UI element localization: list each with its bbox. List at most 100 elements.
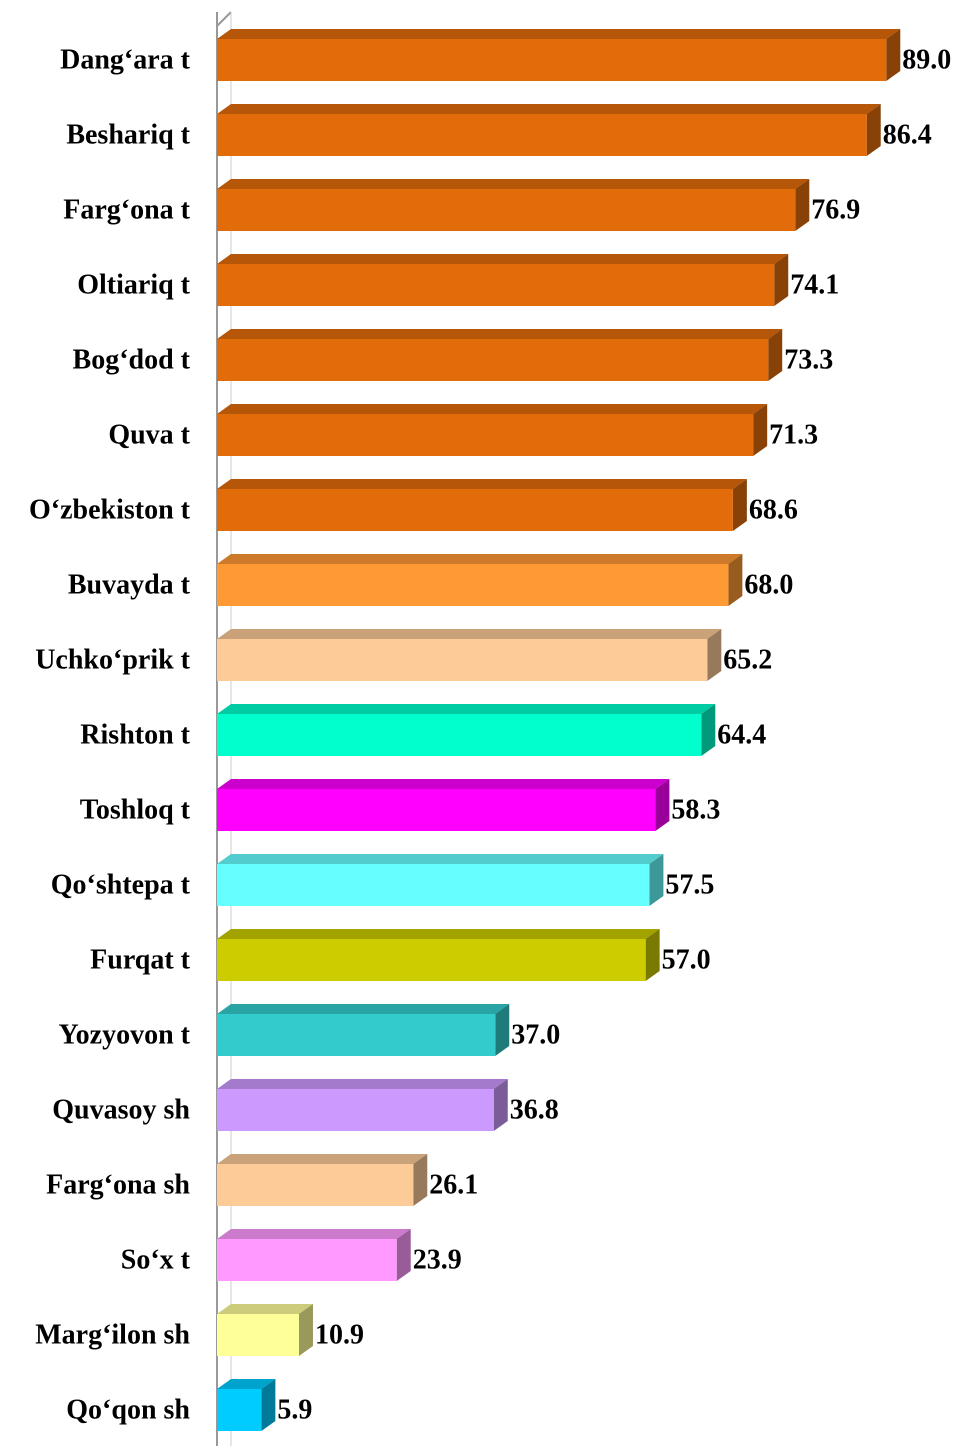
category-label: Qo‘shtepa t <box>51 869 191 900</box>
bar-top <box>217 254 789 264</box>
category-label: O‘zbekiston t <box>29 494 191 525</box>
bar-side <box>261 1379 276 1431</box>
bar-front <box>217 714 702 756</box>
bar <box>217 104 881 156</box>
value-label: 71.3 <box>769 419 818 450</box>
value-label: 23.9 <box>413 1244 462 1275</box>
bar-side <box>728 554 743 606</box>
value-label: 86.4 <box>883 119 932 150</box>
value-label: 65.2 <box>723 644 772 675</box>
bar-side <box>732 479 747 531</box>
bar-front <box>217 564 729 606</box>
bar-top <box>217 479 747 489</box>
bar-front <box>217 1014 496 1056</box>
bar <box>217 554 743 606</box>
bar-front <box>217 864 650 906</box>
category-label: So‘x t <box>121 1244 191 1275</box>
bar-top <box>217 104 881 114</box>
bar <box>217 629 722 681</box>
bar <box>217 704 716 756</box>
bar-top <box>217 929 660 939</box>
category-label: Quvasoy sh <box>52 1094 190 1125</box>
bar <box>217 254 789 306</box>
value-label: 68.6 <box>749 494 798 525</box>
value-label: 64.4 <box>717 719 766 750</box>
bar-front <box>217 189 796 231</box>
value-label: 37.0 <box>511 1019 560 1050</box>
bar <box>217 1229 411 1281</box>
category-label: Furqat t <box>90 944 190 975</box>
bar <box>217 1304 313 1356</box>
bar <box>217 479 747 531</box>
bar-side <box>768 329 783 381</box>
bar-top <box>217 779 670 789</box>
value-label: 10.9 <box>315 1319 364 1350</box>
value-label: 68.0 <box>744 569 793 600</box>
bar-front <box>217 789 656 831</box>
bar <box>217 929 660 981</box>
category-label: Marg‘ilon sh <box>35 1319 190 1350</box>
bar-top <box>217 704 716 714</box>
bar-side <box>495 1004 510 1056</box>
value-label: 26.1 <box>429 1169 478 1200</box>
bar-front <box>217 1089 494 1131</box>
value-label: 36.8 <box>510 1094 559 1125</box>
category-label: Qo‘qon sh <box>66 1394 190 1425</box>
bar-side <box>701 704 716 756</box>
bar <box>217 329 783 381</box>
category-label: Dang‘ara t <box>60 44 191 75</box>
value-label: 57.5 <box>665 869 714 900</box>
value-label: 58.3 <box>671 794 720 825</box>
bar-top <box>217 1154 428 1164</box>
bar <box>217 1004 510 1056</box>
category-label: Toshloq t <box>80 794 191 825</box>
bar <box>217 1154 428 1206</box>
bar-front <box>217 414 754 456</box>
bar-top <box>217 1379 276 1389</box>
value-label: 74.1 <box>790 269 839 300</box>
value-label: 5.9 <box>277 1394 312 1425</box>
bar-front <box>217 1239 397 1281</box>
bar-side <box>493 1079 508 1131</box>
category-label: Bog‘dod t <box>73 344 191 375</box>
bar-side <box>649 854 664 906</box>
bar-top <box>217 629 722 639</box>
bar-side <box>866 104 881 156</box>
axis-wall <box>216 11 232 27</box>
bar <box>217 854 664 906</box>
bar-front <box>217 39 887 81</box>
bar-side <box>396 1229 411 1281</box>
bar-top <box>217 1229 411 1239</box>
bar-top <box>217 854 664 864</box>
bar-side <box>645 929 660 981</box>
bar-front <box>217 639 708 681</box>
value-label: 57.0 <box>662 944 711 975</box>
category-label: Farg‘ona sh <box>46 1169 190 1200</box>
bar-front <box>217 114 867 156</box>
bar <box>217 404 768 456</box>
category-label: Uchko‘prik t <box>35 644 190 675</box>
category-label: Rishton t <box>80 719 190 750</box>
bar-top <box>217 1079 508 1089</box>
value-label: 89.0 <box>902 44 951 75</box>
bar <box>217 179 810 231</box>
value-label: 76.9 <box>811 194 860 225</box>
bar-top <box>217 329 783 339</box>
category-label: Farg‘ona t <box>63 194 190 225</box>
value-label: 73.3 <box>784 344 833 375</box>
bar <box>217 1079 508 1131</box>
category-label: Oltiariq t <box>77 269 190 300</box>
category-label: Quva t <box>108 419 190 450</box>
bar-side <box>655 779 670 831</box>
bar-side <box>774 254 789 306</box>
bar-front <box>217 1164 414 1206</box>
bar <box>217 779 670 831</box>
bar-top <box>217 554 743 564</box>
bar-top <box>217 29 901 39</box>
bar-front <box>217 339 769 381</box>
bar <box>217 1379 276 1431</box>
category-label: Buvayda t <box>68 569 191 600</box>
bar-side <box>707 629 722 681</box>
bar-top <box>217 404 768 414</box>
category-label: Yozyovon t <box>59 1019 191 1050</box>
